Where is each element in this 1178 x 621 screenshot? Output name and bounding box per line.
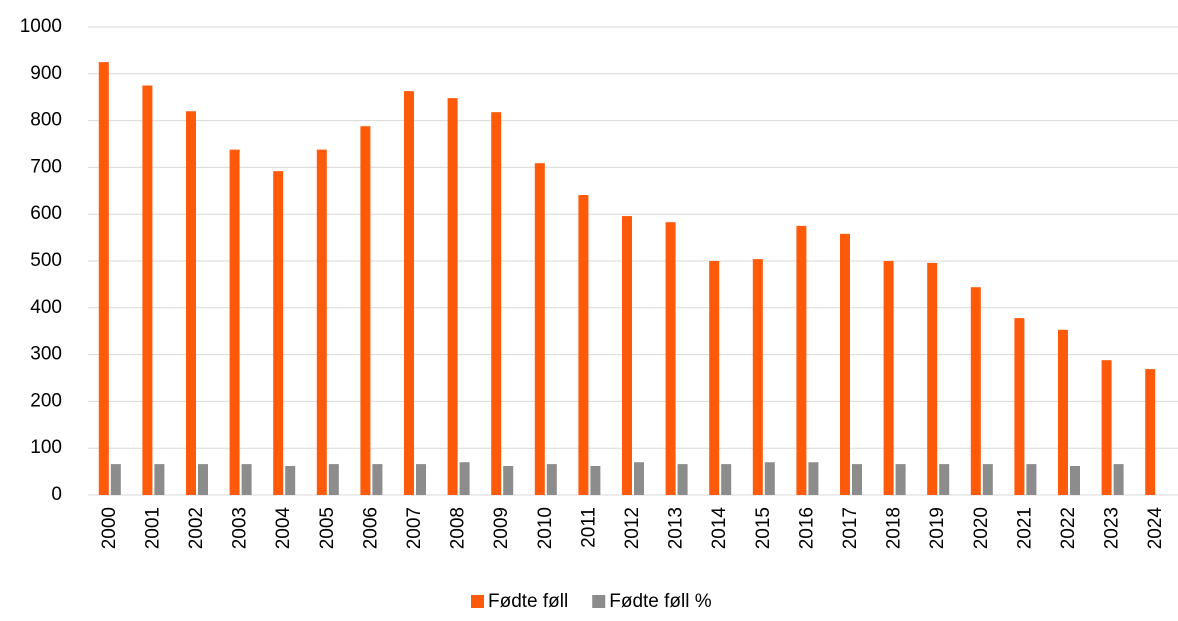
bar bbox=[360, 126, 371, 495]
y-tick-label: 500 bbox=[30, 250, 62, 271]
bar bbox=[970, 287, 981, 495]
bar bbox=[1058, 329, 1068, 495]
x-tick-label: 2002 bbox=[186, 507, 207, 549]
bar bbox=[98, 62, 109, 495]
bar bbox=[328, 464, 339, 495]
y-tick-label: 600 bbox=[30, 203, 62, 224]
bar bbox=[840, 233, 850, 495]
legend-label: Fødte føll bbox=[488, 591, 568, 612]
y-tick-label: 900 bbox=[30, 63, 62, 84]
x-tick-label: 2005 bbox=[317, 507, 338, 549]
bar bbox=[404, 91, 414, 495]
bar bbox=[316, 149, 327, 495]
bar bbox=[285, 465, 296, 495]
bar bbox=[534, 163, 545, 496]
bar bbox=[622, 216, 632, 495]
y-tick-label: 200 bbox=[30, 390, 62, 411]
bar bbox=[546, 464, 557, 495]
x-tick-label: 2015 bbox=[753, 507, 774, 549]
x-tick-label: 2024 bbox=[1145, 507, 1166, 550]
x-tick-label: 2010 bbox=[535, 507, 556, 549]
bar bbox=[578, 195, 589, 495]
legend-label: Fødte føll % bbox=[609, 591, 712, 612]
x-tick-label: 2020 bbox=[971, 507, 992, 549]
bar bbox=[721, 464, 732, 495]
bar bbox=[665, 222, 676, 495]
bar bbox=[459, 462, 470, 495]
x-tick-label: 2000 bbox=[99, 507, 120, 549]
bar bbox=[154, 464, 165, 495]
bar bbox=[447, 98, 458, 496]
bar bbox=[709, 261, 720, 495]
x-tick-label: 2023 bbox=[1102, 507, 1123, 549]
bar bbox=[372, 464, 383, 495]
y-tick-label: 800 bbox=[30, 110, 62, 131]
x-tick-label: 2018 bbox=[884, 507, 905, 549]
bar bbox=[1014, 318, 1025, 495]
x-tick-label: 2013 bbox=[666, 507, 687, 549]
y-tick-label: 100 bbox=[30, 437, 62, 458]
bar bbox=[110, 464, 121, 495]
bar bbox=[939, 464, 950, 495]
bar bbox=[186, 111, 196, 496]
bar bbox=[1145, 369, 1156, 495]
bar bbox=[491, 112, 502, 496]
bar bbox=[503, 465, 514, 495]
x-tick-label: 2009 bbox=[491, 507, 512, 549]
bar bbox=[982, 464, 993, 495]
y-tick-label: 1000 bbox=[20, 16, 62, 37]
x-tick-label: 2014 bbox=[709, 507, 730, 550]
bar bbox=[590, 465, 601, 495]
x-tick-label: 2019 bbox=[927, 507, 948, 549]
x-tick-label: 2003 bbox=[230, 507, 251, 549]
x-tick-label: 2007 bbox=[404, 507, 425, 549]
bar bbox=[1070, 465, 1080, 495]
y-tick-label: 700 bbox=[30, 156, 62, 177]
bar bbox=[927, 262, 938, 495]
legend-swatch bbox=[592, 595, 606, 608]
bar bbox=[808, 462, 819, 495]
bar bbox=[883, 261, 894, 495]
x-tick-label: 2012 bbox=[622, 507, 643, 549]
x-tick-label: 2021 bbox=[1014, 507, 1035, 549]
bar bbox=[1026, 464, 1037, 495]
x-tick-label: 2022 bbox=[1058, 507, 1079, 549]
y-tick-label: 0 bbox=[51, 484, 62, 505]
x-tick-label: 2004 bbox=[273, 507, 294, 550]
bar bbox=[142, 85, 153, 495]
bar bbox=[241, 464, 252, 495]
bar bbox=[416, 464, 426, 495]
x-tick-label: 2017 bbox=[840, 507, 861, 549]
bar bbox=[677, 464, 688, 495]
bar bbox=[273, 171, 284, 496]
bar bbox=[1101, 360, 1112, 495]
y-tick-label: 300 bbox=[30, 344, 62, 365]
x-tick-label: 2016 bbox=[796, 507, 817, 549]
bar bbox=[895, 464, 906, 495]
x-tick-label: 2006 bbox=[360, 507, 381, 549]
bar bbox=[752, 259, 763, 495]
bar bbox=[634, 462, 644, 495]
bar bbox=[1113, 464, 1124, 495]
x-tick-label: 2011 bbox=[578, 507, 599, 548]
bar bbox=[764, 462, 775, 495]
x-tick-label: 2008 bbox=[448, 507, 469, 549]
bar bbox=[229, 149, 240, 495]
y-tick-label: 400 bbox=[30, 297, 62, 318]
bar bbox=[852, 464, 862, 495]
bar bbox=[198, 464, 208, 495]
x-tick-label: 2001 bbox=[142, 507, 163, 549]
bar bbox=[796, 225, 807, 495]
legend-swatch bbox=[471, 595, 484, 608]
